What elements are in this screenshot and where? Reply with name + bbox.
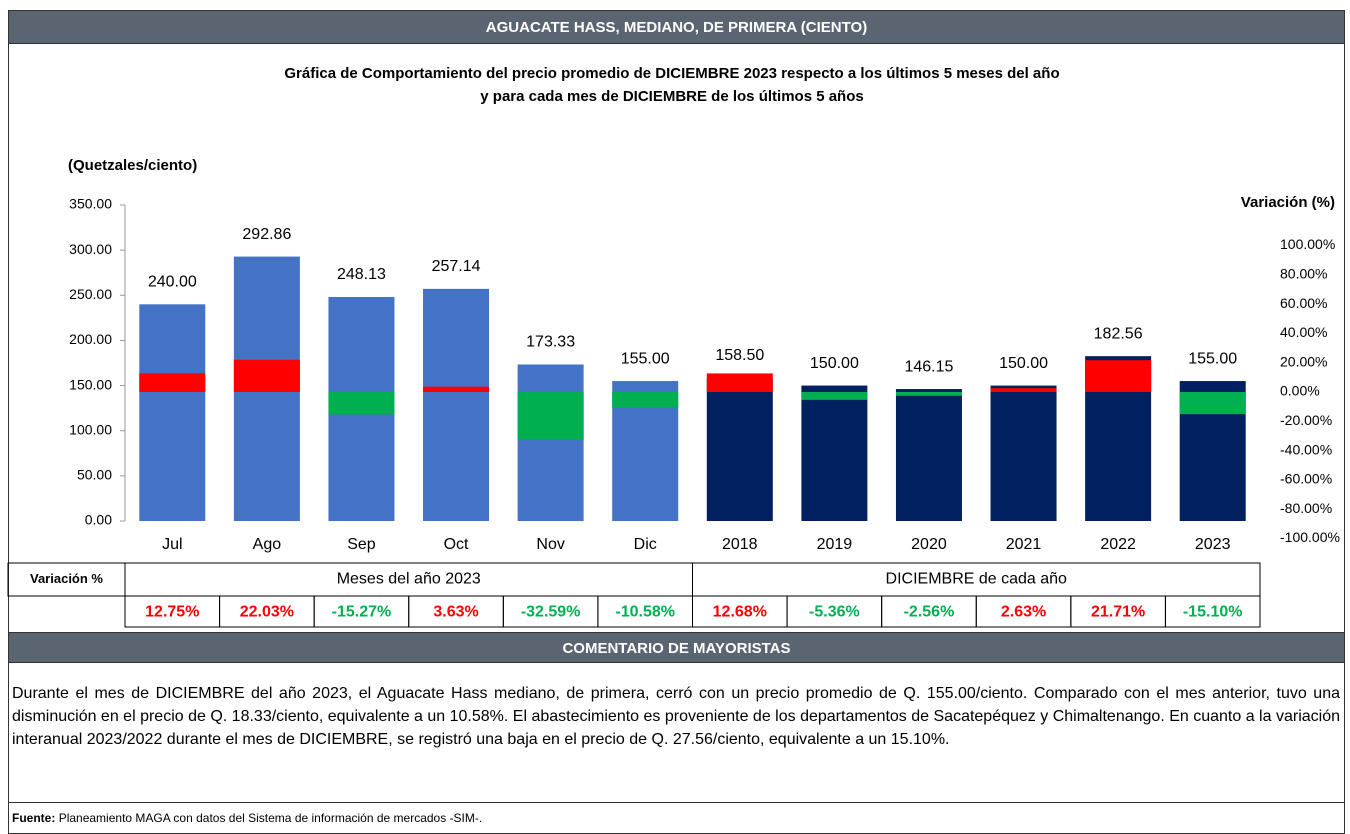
y2-tick-label: 80.00% [1280,266,1327,282]
variation-bar [517,392,584,440]
value-label: 240.00 [148,274,197,291]
variation-bar [139,373,206,392]
variation-bar [801,392,868,400]
group-label: Meses del año 2023 [337,571,481,588]
variation-bar [1179,392,1246,415]
variation-label: -2.56% [904,604,955,621]
variation-label: -15.27% [332,604,392,621]
group-label: DICIEMBRE de cada año [886,571,1068,588]
y2-axis-label: Variación (%) [1241,194,1335,211]
x-tick-label: Sep [347,536,376,553]
variation-label: -10.58% [615,604,675,621]
variation-bar [612,392,679,408]
x-tick-label: 2022 [1100,536,1136,553]
bar [990,385,1057,521]
x-tick-label: Oct [444,536,469,553]
y-tick-label: 350.00 [69,196,112,212]
y-tick-label: 100.00 [69,421,112,437]
x-tick-label: 2023 [1195,536,1231,553]
y-tick-label: 0.00 [85,512,112,528]
comment-title: COMENTARIO DE MAYORISTAS [8,632,1345,663]
y2-tick-label: 0.00% [1280,383,1320,399]
variation-bar [706,373,773,392]
variation-label: 12.75% [145,604,199,621]
value-label: 292.86 [242,226,291,243]
x-tick-label: Dic [634,536,657,553]
value-label: 158.50 [715,347,764,364]
header-title: AGUACATE HASS, MEDIANO, DE PRIMERA (CIEN… [8,10,1345,44]
table-label: Variación % [30,571,103,586]
value-label: 155.00 [1188,350,1237,367]
y2-tick-label: -100.00% [1280,529,1340,545]
variation-label: -15.10% [1183,604,1243,621]
variation-label: 3.63% [433,604,478,621]
variation-bar [990,388,1057,392]
chart-title: y para cada mes de DICIEMBRE de los últi… [480,88,863,105]
bar [801,385,868,521]
value-label: 173.33 [526,334,575,351]
value-label: 146.15 [904,358,953,375]
variation-bar [1085,360,1152,392]
bar [895,389,962,521]
x-tick-label: 2018 [722,536,758,553]
y2-tick-label: -60.00% [1280,471,1332,487]
y-tick-label: 250.00 [69,286,112,302]
variation-label: 21.71% [1091,604,1145,621]
bar [423,288,490,521]
bar [706,377,773,521]
variation-bar [328,392,395,415]
y2-tick-label: -40.00% [1280,441,1332,457]
y-tick-label: 200.00 [69,331,112,347]
variation-label: 22.03% [240,604,294,621]
y-axis-label: (Quetzales/ciento) [68,157,197,174]
y2-tick-label: 20.00% [1280,353,1327,369]
y2-tick-label: -20.00% [1280,412,1332,428]
x-tick-label: 2020 [911,536,947,553]
y-tick-label: 150.00 [69,376,112,392]
value-label: 257.14 [432,258,481,275]
x-tick-label: Jul [162,536,182,553]
comment-text: Durante el mes de DICIEMBRE del año 2023… [12,685,1340,748]
variation-label: 12.68% [713,604,767,621]
value-label: 248.13 [337,266,386,283]
value-label: 155.00 [621,350,670,367]
y2-tick-label: 40.00% [1280,324,1327,340]
variation-bar [233,359,300,392]
y2-tick-label: -80.00% [1280,500,1332,516]
value-label: 182.56 [1094,325,1143,342]
source: Fuente: Planeamiento MAGA con datos del … [12,811,482,825]
bar [517,364,584,521]
x-tick-label: 2019 [817,536,853,553]
x-tick-label: Nov [536,536,564,553]
variation-bar [895,392,962,396]
source-label: Fuente: [12,811,56,825]
y2-tick-label: 100.00% [1280,236,1335,252]
chart-title: Gráfica de Comportamiento del precio pro… [284,65,1059,82]
bar [139,304,206,521]
variation-label: -5.36% [809,604,860,621]
separator [8,802,1345,803]
variation-label: -32.59% [521,604,581,621]
variation-cell [1164,595,1261,628]
variation-label: 2.63% [1001,604,1046,621]
y-tick-label: 300.00 [69,241,112,257]
variation-bar [423,386,490,392]
y-tick-label: 50.00 [77,467,112,483]
value-label: 150.00 [999,355,1048,372]
y2-tick-label: 60.00% [1280,295,1327,311]
source-text: Planeamiento MAGA con datos del Sistema … [58,811,483,825]
value-label: 150.00 [810,355,859,372]
x-tick-label: 2021 [1006,536,1042,553]
x-tick-label: Ago [253,536,282,553]
